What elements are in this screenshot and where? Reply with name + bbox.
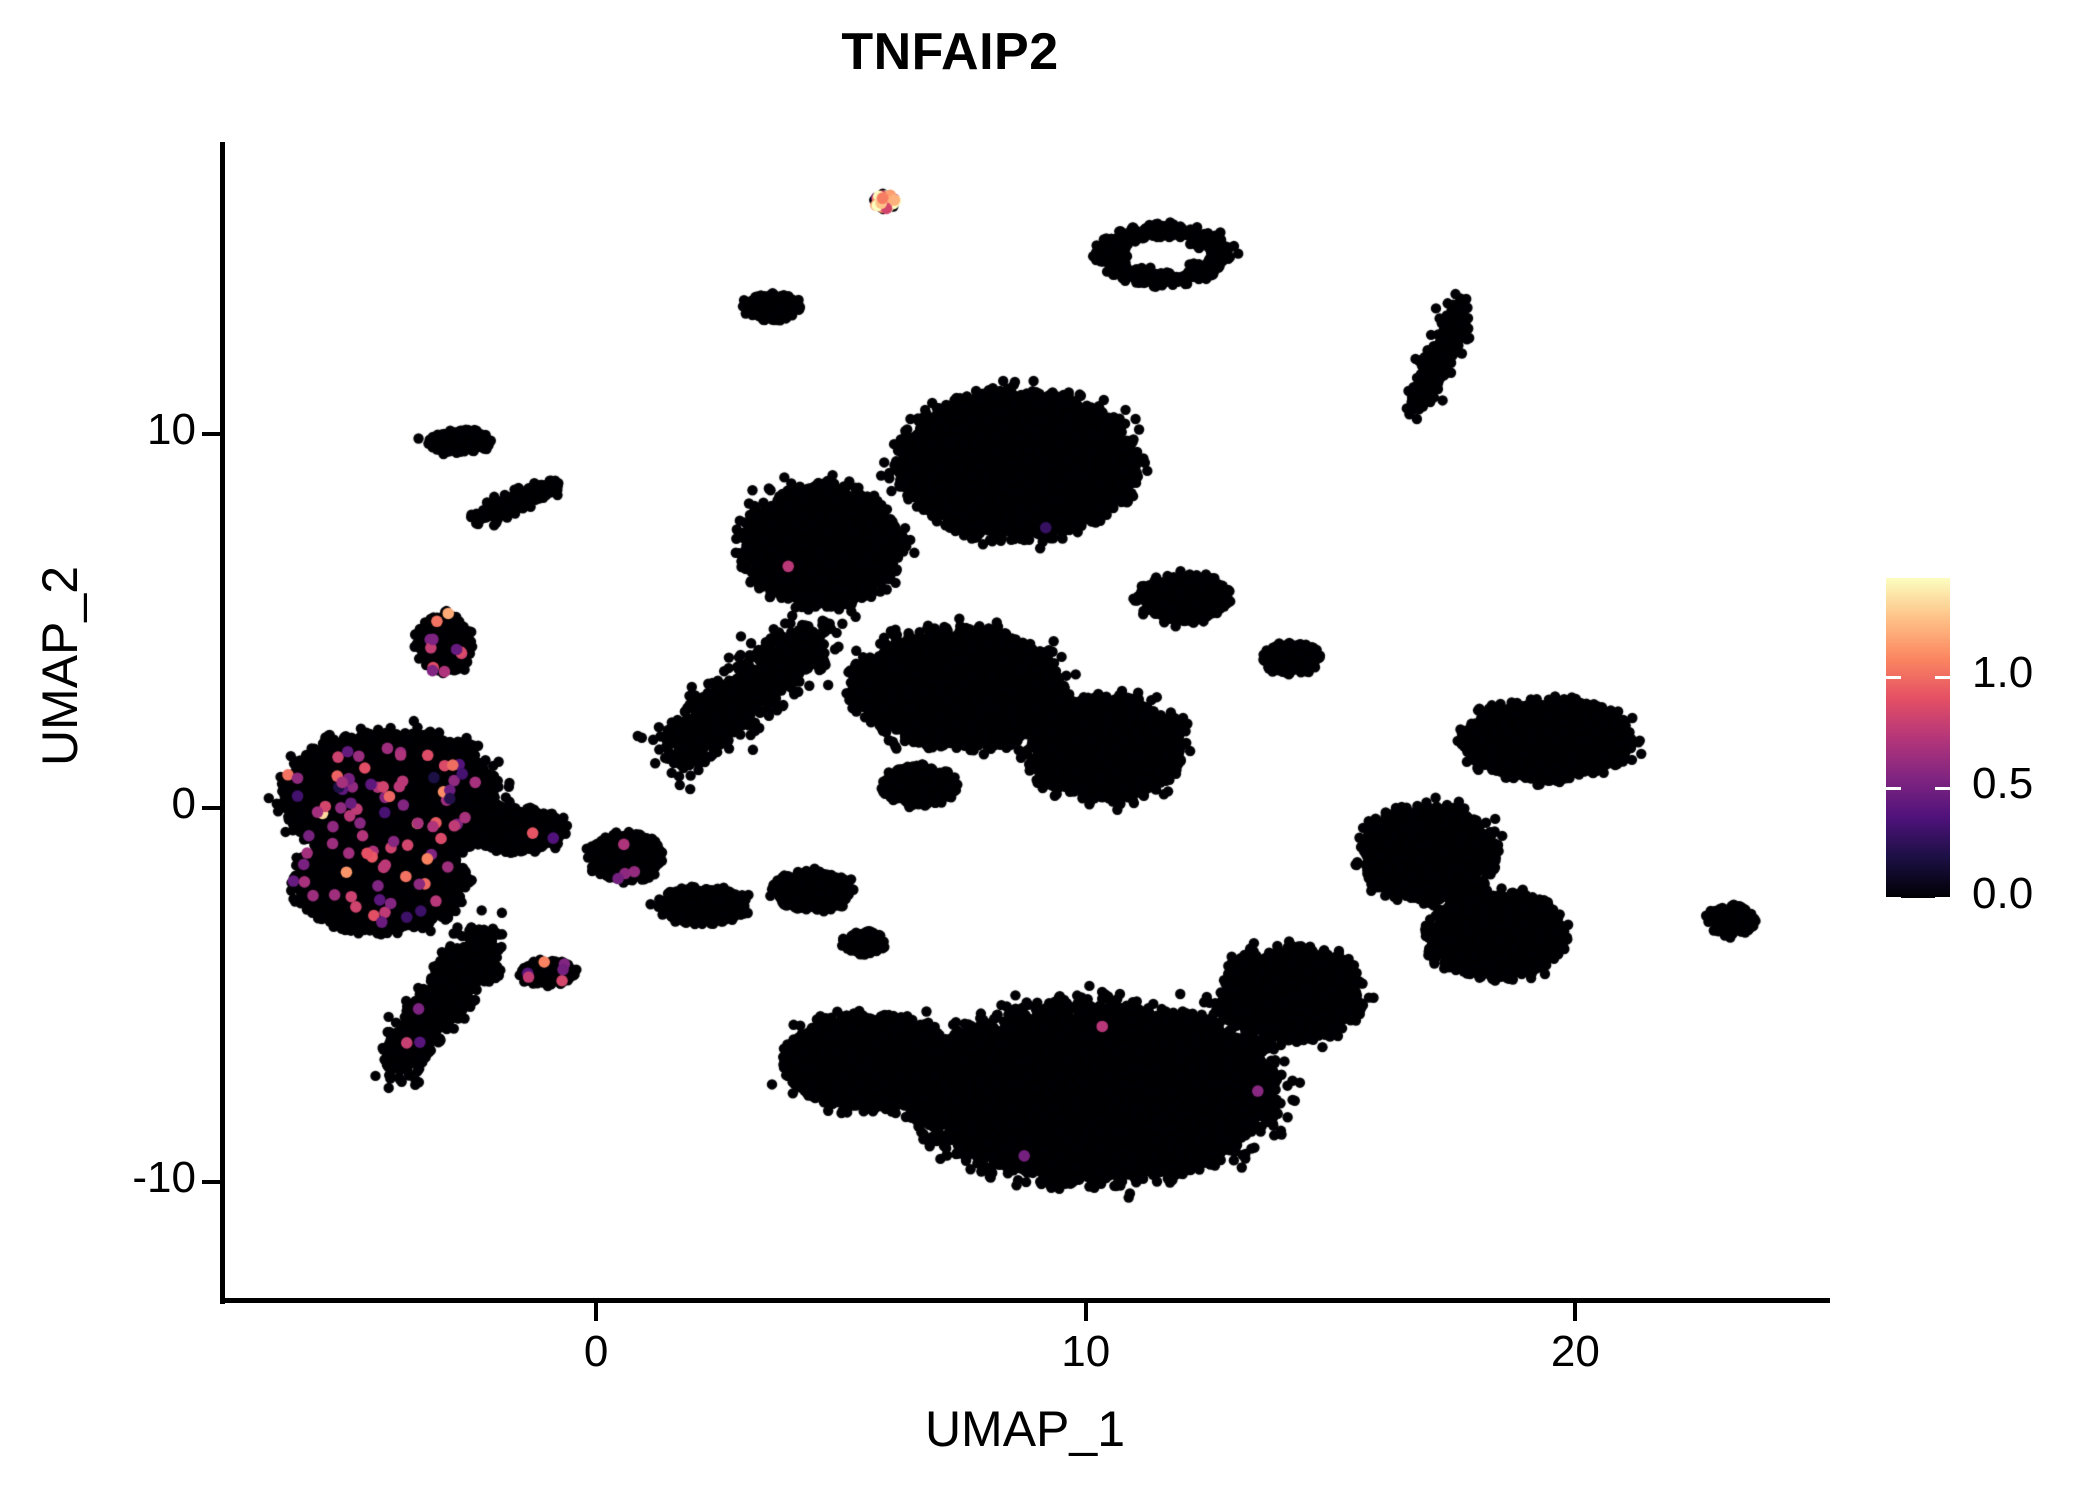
- scatter-plot-canvas: [224, 142, 1830, 1302]
- x-tick-label: 0: [583, 1327, 609, 1376]
- x-tick-mark: [1083, 1303, 1088, 1321]
- legend-tick-mark: [1935, 786, 1950, 790]
- x-axis-title: UMAP_1: [924, 1401, 1126, 1457]
- legend-tick-label: 0.0: [1972, 869, 2034, 918]
- x-tick-label: 10: [1061, 1327, 1111, 1376]
- legend-gradient-bar: [1886, 578, 1950, 898]
- legend-tick-mark: [1886, 897, 1901, 900]
- legend-tick-label: 0.5: [1972, 758, 2034, 808]
- y-tick-mark: [202, 806, 220, 811]
- x-tick-mark: [594, 1303, 599, 1321]
- color-legend: [1886, 578, 1950, 898]
- legend-tick-mark: [1935, 676, 1950, 680]
- legend-tick-mark: [1935, 897, 1950, 900]
- y-tick-mark: [202, 1180, 220, 1185]
- x-tick-label: 20: [1550, 1327, 1600, 1376]
- legend-tick-label: 1.0: [1972, 648, 2034, 698]
- x-axis-line: [220, 1298, 1830, 1303]
- legend-tick-mark: [1886, 786, 1901, 790]
- y-axis-line: [220, 142, 225, 1304]
- y-tick-label: 0: [171, 779, 196, 829]
- y-tick-label: -10: [132, 1153, 196, 1203]
- y-tick-label: 10: [147, 404, 196, 454]
- page-title: TNFAIP2: [841, 23, 1059, 81]
- legend-tick-mark: [1886, 676, 1901, 680]
- y-axis-title: UMAP_2: [32, 565, 88, 767]
- x-tick-mark: [1573, 1303, 1578, 1321]
- y-tick-mark: [202, 431, 220, 436]
